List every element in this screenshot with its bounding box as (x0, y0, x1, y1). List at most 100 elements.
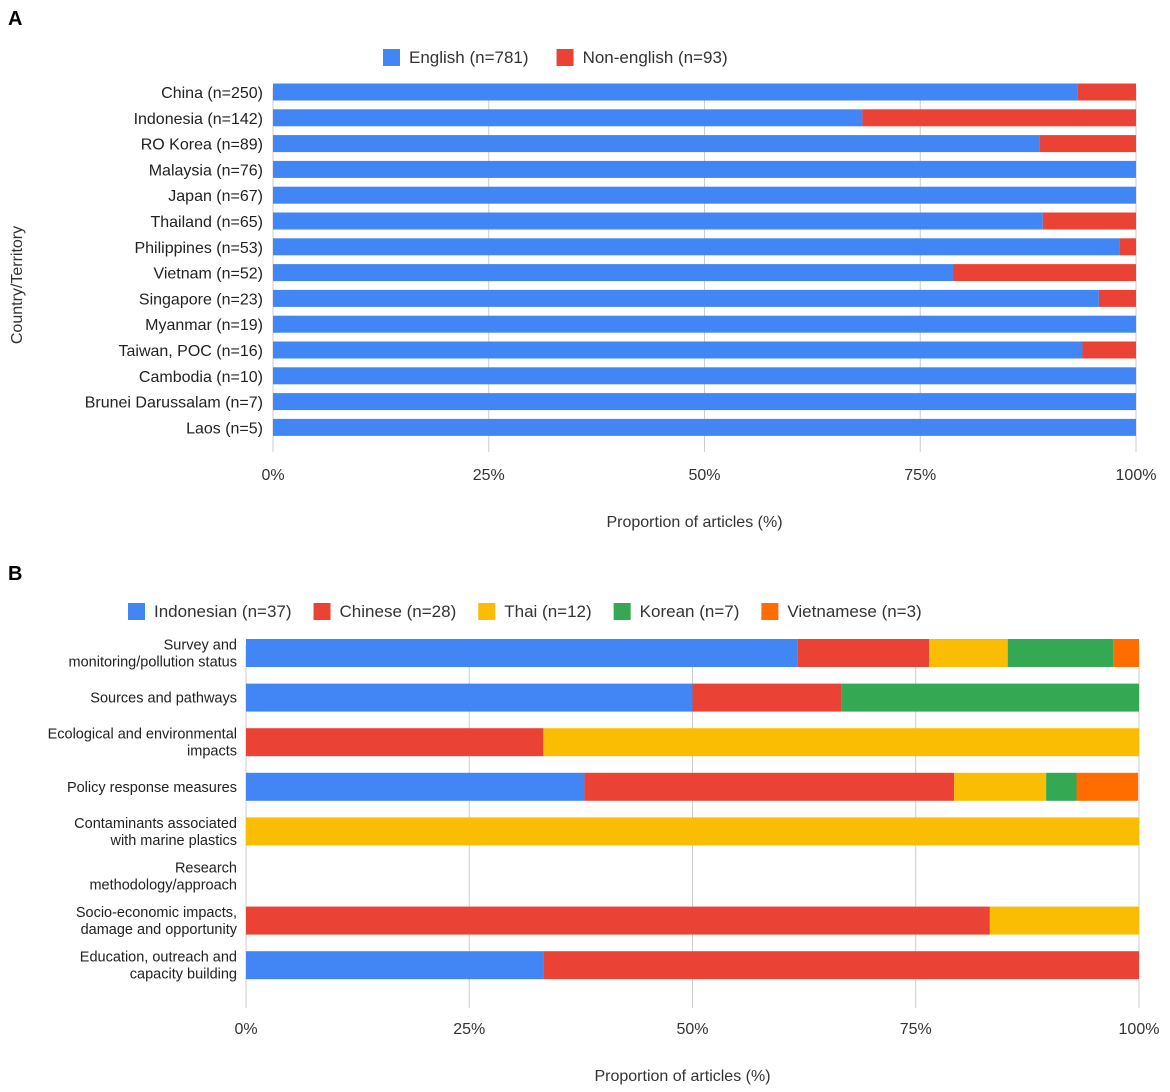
x-tick-label: 100% (1116, 467, 1157, 484)
category-label: Vietnam (n=52) (153, 266, 263, 283)
legend-swatch (613, 603, 631, 620)
bar-segment-1 (273, 367, 1136, 385)
legend-swatch (478, 603, 496, 620)
bar-segment-3 (246, 817, 1139, 846)
bar-segment-2 (953, 264, 1136, 282)
panel-b-letter: B (8, 563, 22, 585)
bar-segment-3 (989, 906, 1139, 935)
bar-segment-2 (584, 772, 955, 801)
bar-segment-2 (862, 109, 1136, 127)
bar-segment-5 (1076, 772, 1139, 801)
bar-segment-1 (273, 109, 863, 127)
legend-swatch (556, 49, 574, 66)
category-label: Philippines (n=53) (134, 240, 263, 257)
category-label: capacity building (130, 967, 237, 983)
category-label: Malaysia (n=76) (149, 162, 263, 179)
bar-segment-1 (246, 639, 798, 667)
category-label: Laos (n=5) (186, 420, 263, 437)
legend-label: Vietnamese (n=3) (787, 602, 921, 621)
y-axis-title: Country/Territory (9, 226, 26, 344)
category-label: Policy response measures (67, 780, 237, 796)
x-tick-label: 75% (900, 1021, 932, 1038)
x-axis-title: Proportion of articles (%) (606, 514, 782, 531)
bar-segment-1 (273, 418, 1136, 436)
bar-segment-1 (273, 83, 1078, 101)
category-label: Socio-economic impacts, (76, 905, 237, 921)
legend-label: Chinese (n=28) (340, 602, 457, 621)
bar-segment-2 (1042, 212, 1136, 230)
category-label: Thailand (n=65) (150, 214, 263, 231)
category-label: Japan (n=67) (168, 188, 263, 205)
legend-swatch (761, 603, 779, 620)
legend-swatch (383, 49, 400, 66)
bar-segment-2 (246, 728, 544, 757)
bar-segment-1 (246, 683, 693, 712)
bar-segment-1 (273, 264, 954, 282)
bar-segment-1 (273, 341, 1083, 359)
category-label: impacts (187, 744, 237, 760)
bar-segment-2 (246, 906, 990, 935)
chart-a: 0% 25% 50% 75% 100% China (n=250) Indonesia (n… (9, 48, 1156, 531)
bar-segment-4 (1046, 772, 1077, 801)
bar-segment-2 (1119, 238, 1136, 256)
x-tick-label: 25% (473, 467, 505, 484)
category-label: Contaminants associated (74, 816, 237, 832)
category-label: Survey and (164, 638, 237, 654)
category-label: Taiwan, POC (n=16) (118, 343, 263, 360)
x-tick-label: 100% (1119, 1021, 1160, 1038)
bar-segment-2 (797, 639, 930, 667)
category-label: Brunei Darussalam (n=7) (85, 395, 263, 412)
bar-segment-4 (1007, 639, 1114, 667)
bar-segment-1 (246, 951, 544, 980)
category-label: methodology/approach (89, 878, 237, 894)
x-tick-label: 0% (234, 1021, 257, 1038)
bar-segment-1 (273, 238, 1120, 256)
x-tick-label: 75% (904, 467, 936, 484)
category-label: RO Korea (n=89) (141, 137, 263, 154)
legend-label: Indonesian (n=37) (154, 602, 292, 621)
category-label: Education, outreach and (80, 950, 237, 966)
legend-swatch (313, 603, 331, 620)
bar-segment-2 (543, 951, 1139, 980)
x-tick-label: 50% (688, 467, 720, 484)
bar-segment-5 (1113, 639, 1139, 667)
bar-segment-1 (273, 289, 1099, 307)
legend-label: English (n=781) (409, 48, 529, 67)
category-label: monitoring/pollution status (69, 655, 237, 671)
bar-segment-3 (929, 639, 1008, 667)
category-label: Sources and pathways (90, 691, 237, 707)
category-label: Indonesia (n=142) (134, 111, 263, 128)
bar-segment-2 (1039, 135, 1136, 153)
category-label: Cambodia (n=10) (139, 369, 263, 386)
x-tick-label: 0% (261, 467, 284, 484)
bar-segment-1 (273, 186, 1136, 204)
bar-segment-2 (1098, 289, 1136, 307)
bar-segment-2 (1082, 341, 1136, 359)
category-label: Ecological and environmental (48, 727, 237, 743)
bar-segment-1 (273, 393, 1136, 411)
bar-segment-1 (273, 315, 1136, 333)
x-tick-label: 50% (676, 1021, 708, 1038)
category-label: Singapore (n=23) (139, 291, 263, 308)
bar-segment-1 (246, 772, 585, 801)
panel-a-letter: A (8, 8, 22, 30)
bar-segment-3 (543, 728, 1139, 757)
bar-segment-3 (954, 772, 1047, 801)
x-tick-label: 25% (453, 1021, 485, 1038)
category-label: damage and opportunity (81, 922, 238, 938)
bar-segment-2 (692, 683, 842, 712)
category-label: with marine plastics (109, 833, 237, 849)
category-label: Myanmar (n=19) (145, 317, 263, 334)
bar-segment-2 (1077, 83, 1136, 101)
category-label: Research (175, 861, 237, 877)
bar-segment-4 (841, 683, 1139, 712)
legend-swatch (128, 603, 145, 620)
bar-segment-1 (273, 135, 1040, 153)
x-axis-title: Proportion of articles (%) (594, 1068, 770, 1085)
bar-segment-1 (273, 160, 1136, 178)
chart-b: 0% 25% 50% 75% 100% Survey andmonitoring/poll… (48, 602, 1160, 1085)
legend-label: Thai (n=12) (504, 602, 591, 621)
bar-segment-1 (273, 212, 1043, 230)
legend-label: Non-english (n=93) (583, 48, 728, 67)
